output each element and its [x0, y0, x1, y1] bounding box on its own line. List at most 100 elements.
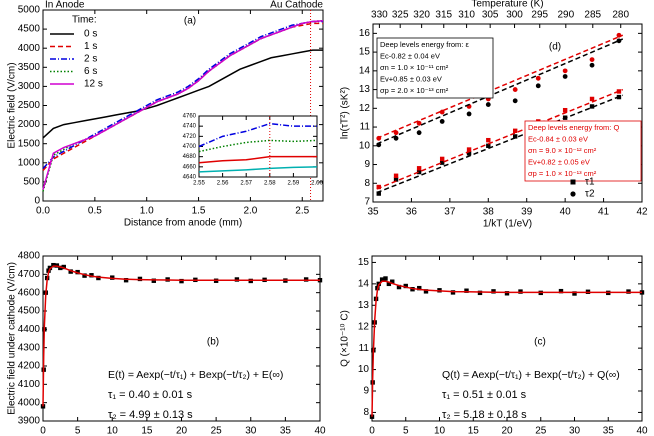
data-point — [89, 273, 94, 278]
info-box — [524, 120, 642, 182]
data-line — [42, 265, 320, 407]
x-tick-label: 0.5 — [88, 206, 102, 217]
x-axis-label: 1/kT (1/eV) — [483, 219, 532, 230]
x-tick-label: 2.58 — [264, 181, 276, 187]
x-tick-label: 25 — [211, 426, 223, 436]
data-point — [68, 269, 73, 274]
data-point — [535, 75, 541, 81]
data-point — [589, 62, 595, 68]
info-text: σn = 9.0 × 10⁻¹² cm² — [528, 146, 597, 155]
annotation: Au Cathode — [270, 0, 323, 11]
x2-tick-label: 285 — [584, 10, 601, 21]
data-point — [562, 107, 568, 113]
x-tick-label: 38 — [483, 207, 495, 218]
legend-label: 2 s — [84, 54, 97, 65]
info-text: σp = 2.0 × 10⁻¹³ cm² — [380, 86, 449, 95]
data-point — [589, 57, 595, 62]
x-tick-label: 10 — [107, 426, 119, 436]
y-tick-label: 7 — [364, 197, 370, 208]
data-point — [626, 289, 631, 294]
data-point — [439, 109, 445, 115]
data-point — [504, 291, 510, 296]
y-tick-label: 4680 — [183, 154, 197, 160]
x-tick-label: 1.5 — [192, 206, 206, 217]
plot-frame — [371, 255, 643, 422]
y-tick-label: 4000 — [18, 397, 41, 408]
y-tick-label: 4200 — [18, 361, 41, 372]
data-line — [376, 38, 624, 145]
y-axis-label: Q (×10⁻¹⁰ C) — [340, 310, 351, 367]
info-text: σn = 1.0 × 10⁻¹¹ cm² — [380, 63, 449, 72]
y-tick-label: 8 — [363, 407, 369, 418]
data-point — [61, 264, 66, 270]
data-point — [512, 87, 518, 92]
data-point — [423, 289, 429, 294]
data-point — [40, 404, 46, 409]
info-text: Deep levels energy from: ε — [380, 40, 469, 49]
data-point — [416, 166, 422, 171]
data-line — [42, 19, 324, 190]
data-line — [42, 20, 323, 170]
data-point — [393, 177, 399, 182]
y-tick-label: 16 — [359, 28, 371, 39]
x-tick-label: 35 — [367, 207, 379, 218]
annotation: τ₂ = 5.18 ± 0.18 s — [442, 409, 527, 421]
data-point — [383, 276, 388, 281]
data-point — [58, 265, 63, 271]
y-tick-label: 1000 — [18, 157, 41, 168]
data-point — [512, 128, 518, 133]
y-tick-label: 2500 — [18, 100, 41, 111]
data-point — [416, 169, 422, 175]
x2-tick-label: 290 — [557, 10, 574, 21]
data-line — [198, 166, 318, 173]
info-text: Ev+0.82 ± 0.05 eV — [528, 157, 590, 166]
data-point — [512, 134, 518, 139]
x-tick-label: 15 — [468, 426, 480, 436]
y-tick-label: 2000 — [18, 119, 41, 130]
data-point — [416, 120, 422, 126]
info-text: Ec-0.82 ± 0.04 eV — [380, 51, 440, 60]
x-tick-label: 1.0 — [140, 206, 154, 217]
y-tick-label: 4600 — [18, 287, 41, 298]
y-tick-label: 13 — [359, 84, 371, 95]
x-tick-label: 25 — [535, 426, 547, 436]
data-point — [390, 279, 395, 284]
y-tick-label: 4100 — [18, 379, 41, 390]
x-tick-label: 10 — [434, 426, 446, 436]
info-text: Deep levels energy from: Q — [528, 123, 619, 132]
x-tick-label: 2.56 — [217, 181, 229, 187]
y-tick-label: 12 — [359, 103, 371, 114]
y-tick-label: 14 — [358, 278, 370, 289]
data-point — [123, 278, 129, 283]
y-tick-label: 3900 — [18, 416, 41, 427]
y-tick-label: 4760 — [183, 114, 197, 120]
data-point — [376, 184, 381, 190]
data-point — [403, 283, 408, 289]
y-tick-label: 4500 — [18, 24, 41, 35]
legend-swatch — [570, 191, 576, 197]
y-tick-label: 4640 — [183, 175, 197, 181]
x-tick-label: 30 — [569, 426, 581, 436]
annotation: In Anode — [45, 0, 85, 11]
y-tick-label: 12 — [358, 321, 370, 332]
x2-tick-label: 325 — [392, 10, 409, 21]
y-tick-label: 14 — [359, 65, 371, 76]
y-tick-label: 4400 — [18, 324, 41, 335]
y-tick-label: 4720 — [183, 134, 197, 140]
y-tick-label: 4000 — [18, 43, 41, 54]
y-tick-label: 15 — [359, 47, 371, 58]
x-tick-label: 40 — [636, 426, 648, 436]
y-tick-label: 4740 — [183, 124, 197, 130]
y-tick-label: 10 — [359, 140, 371, 151]
data-point — [464, 288, 469, 293]
x2-tick-label: 330 — [371, 10, 388, 21]
x-tick-label: 5 — [403, 426, 409, 436]
legend-label: 12 s — [84, 79, 103, 90]
legend-title: Time: — [72, 15, 97, 26]
y-tick-label: 13 — [358, 300, 370, 311]
x-tick-label: 20 — [501, 426, 513, 436]
y-tick-label: 1500 — [18, 138, 41, 149]
x-tick-label: 30 — [245, 426, 257, 436]
x-tick-label: 40 — [314, 426, 326, 436]
